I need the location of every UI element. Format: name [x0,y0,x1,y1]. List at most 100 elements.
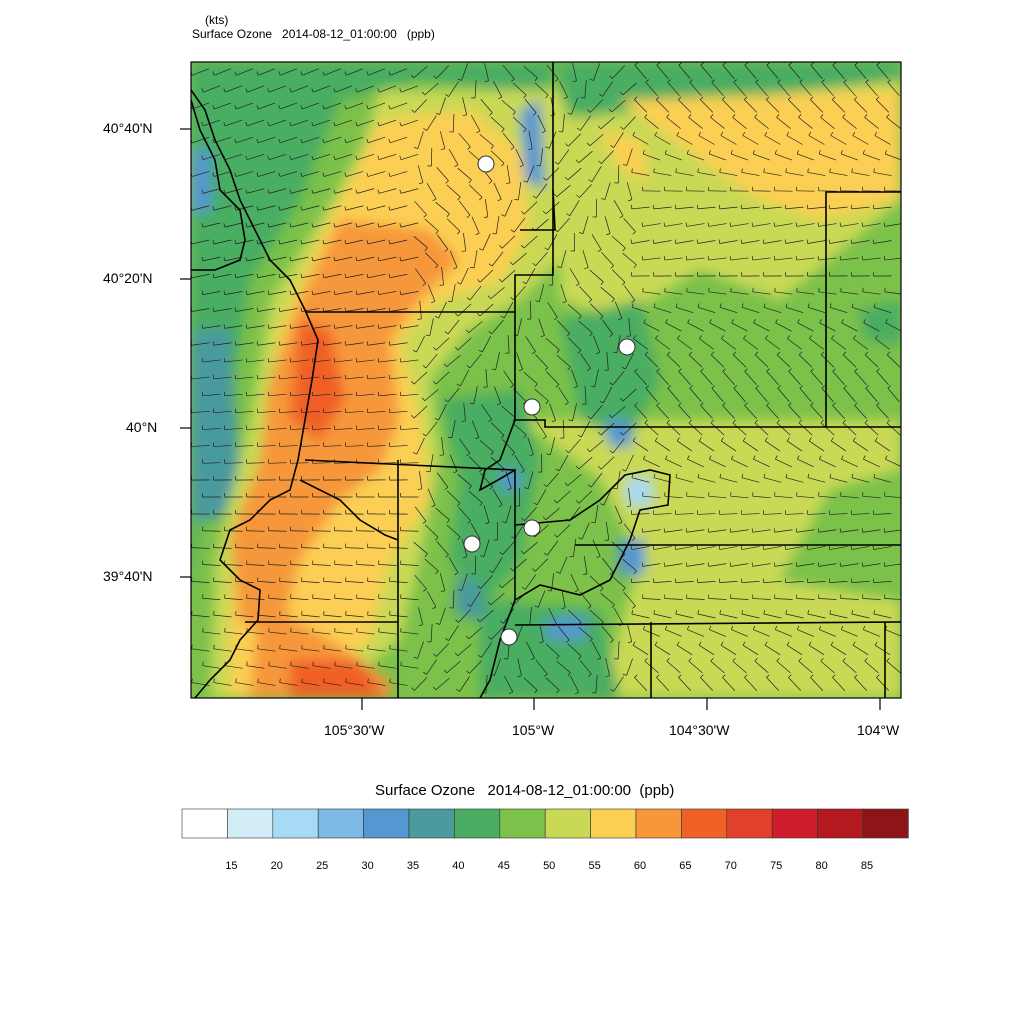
wind-barb [620,116,637,130]
wind-barb [796,492,815,499]
wind-barb [556,354,571,371]
wind-barb [633,335,648,350]
wind-barb [246,661,265,669]
wind-barb [586,133,604,147]
wind-barb [697,303,716,314]
wind-barb [366,171,386,177]
wind-barb [245,85,265,93]
wind-barb [663,222,683,227]
wind-barb [468,184,483,201]
wind-barb [641,222,661,227]
wind-barb [377,154,397,160]
wind-barb [399,324,419,329]
wind-barb [587,472,603,488]
lon-tick-label: 105°30'W [324,722,385,738]
station-marker [500,628,518,646]
wind-barb [828,239,848,244]
wind-barb [412,437,425,455]
wind-barb [645,385,658,403]
wind-barb [589,63,600,81]
station-marker [477,155,495,173]
wind-barb [601,625,614,643]
wind-barb [545,643,560,660]
wind-barb [631,473,650,483]
wind-barb [322,307,342,312]
wind-barb [279,577,298,583]
wind-barb [268,594,287,601]
wind-barb [700,62,713,80]
wind-barb [377,324,397,329]
wind-barb [719,272,738,277]
wind-barb [500,301,514,319]
wind-barb [443,354,461,368]
wind-barb [722,62,735,80]
wind-barb [731,319,748,332]
wind-barb [388,102,408,110]
wind-barb [685,528,705,533]
wind-barb [818,287,837,295]
wind-barb [653,610,672,619]
wind-barb [525,336,536,355]
wind-barb [212,341,232,346]
wind-barb [413,541,428,558]
wind-barb [344,239,364,245]
wind-barb [697,610,716,619]
colorbar [181,808,909,839]
wind-barb [876,674,889,691]
wind-barb [278,374,298,380]
wind-barb [592,641,602,661]
lon-tick-label: 104°30'W [669,722,730,738]
wind-barb [773,256,793,261]
wind-barb [586,439,604,453]
wind-barb [786,641,803,656]
wind-barb [509,252,527,266]
wind-barb [449,113,455,133]
wind-barb [312,594,331,601]
wind-barb [611,269,626,286]
wind-barb [741,473,760,483]
wind-barb [413,641,424,659]
lat-tick-label: 40°N [126,419,158,435]
colorbar-swatch [408,808,455,839]
wind-barb [829,272,848,277]
wind-barb [795,562,815,567]
wind-barb [290,425,309,430]
wind-barb [334,526,353,532]
wind-barb [492,216,500,235]
wind-barb [876,96,890,113]
wind-barb [808,437,825,452]
wind-barb [854,402,867,419]
wind-barb [212,408,232,414]
wind-barb [367,577,386,583]
wind-barb [367,678,386,686]
wind-barb [666,657,681,674]
wind-barb [580,80,587,99]
wind-barb [471,216,480,236]
wind-barb [410,371,428,385]
wind-barb [333,154,353,160]
wind-barb [426,183,437,202]
wind-barb [630,578,650,583]
wind-barb [653,473,672,483]
wind-barb [524,98,537,116]
wind-barb [773,562,793,567]
wind-barb [246,526,265,532]
boundary-lines [191,62,901,698]
wind-barb [234,374,254,380]
wind-barb [624,285,636,303]
wind-barb [411,405,428,419]
wind-barb [412,335,425,353]
wind-barb [788,96,802,113]
station-marker [618,338,636,356]
wind-barb [795,528,815,533]
wind-barb [235,678,254,686]
colorbar-swatch [635,808,682,839]
wind-barb [817,222,837,227]
wind-barb [598,150,614,164]
wind-barb [654,131,671,145]
colorbar-label: 45 [497,860,510,872]
wind-barb [674,578,694,583]
wind-barb [344,102,364,110]
wind-barb [830,437,847,452]
wind-barb [333,85,353,93]
